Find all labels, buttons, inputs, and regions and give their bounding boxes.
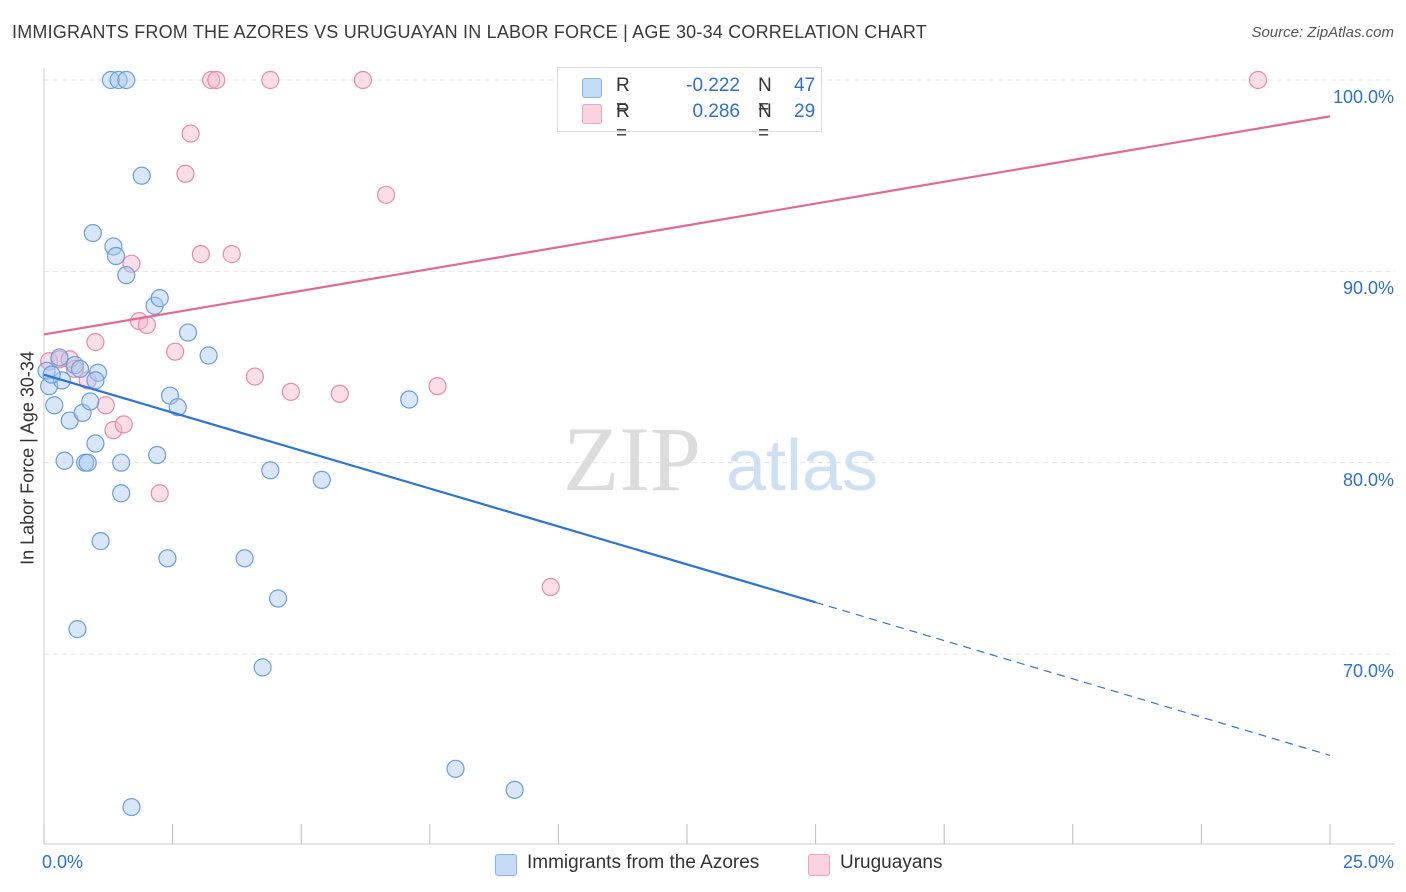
azores-point: [235, 549, 254, 568]
azores-point: [253, 658, 272, 677]
series-uruguayans: [40, 70, 1268, 597]
x-tick-label-min: 0.0%: [42, 852, 84, 872]
y-tick-label: 80.0%: [1342, 469, 1394, 490]
uruguayans-point: [150, 484, 169, 503]
x-tick-label-max: 25.0%: [1342, 852, 1394, 872]
azores-point: [91, 532, 110, 551]
bottom-legend-label-azores: Immigrants from the Azores: [527, 852, 760, 873]
uruguayans-point: [541, 577, 560, 597]
azores-point: [55, 451, 74, 470]
uruguayans-point: [207, 70, 226, 90]
azores-point: [312, 470, 331, 489]
azores-point: [446, 759, 465, 778]
azores-point: [109, 70, 128, 90]
azores-point: [112, 453, 131, 472]
legend-n-label: N =: [758, 75, 772, 118]
azores-point: [122, 797, 141, 817]
uruguayans-point: [376, 185, 396, 204]
uruguayans-point: [122, 254, 141, 273]
azores-point: [86, 371, 105, 390]
trend-lines: [43, 115, 1331, 756]
uruguayans-point: [1248, 70, 1268, 90]
azores-point: [150, 289, 169, 308]
uruguayans-point: [114, 415, 133, 434]
uruguayans-point: [65, 359, 84, 379]
azores-trend-line: [43, 373, 816, 604]
azores-point: [158, 549, 177, 568]
azores-point: [86, 434, 105, 453]
y-tick-label: 70.0%: [1342, 661, 1394, 681]
uruguayans-point: [245, 367, 265, 386]
azores-point: [261, 461, 280, 480]
azores-point: [101, 70, 120, 90]
uruguayans-point: [428, 377, 447, 396]
azores-point: [50, 348, 69, 367]
azores-point: [505, 780, 524, 799]
uruguayans-point: [191, 245, 210, 264]
azores-point: [112, 484, 131, 503]
azores-point: [178, 323, 198, 342]
uruguayans-trend-line: [43, 115, 1331, 336]
grid-lines: [44, 79, 1395, 655]
watermark-zip: ZIP: [563, 408, 701, 510]
legend-r-value: 0.286: [692, 101, 740, 122]
azores-point: [70, 359, 90, 379]
legend-n-value: 47: [794, 75, 816, 96]
uruguayans-point: [104, 421, 123, 440]
uruguayans-point: [222, 245, 241, 264]
legend-r-label: R =: [616, 101, 630, 144]
azores-point: [117, 70, 136, 90]
axes: [43, 68, 1395, 845]
azores-point: [148, 445, 167, 465]
legend-swatch-uruguayans: [582, 104, 602, 124]
legend-swatch-azores: [582, 78, 602, 98]
azores-point: [45, 396, 64, 415]
azores-trend-extension: [815, 601, 1331, 756]
uruguayans-point: [353, 70, 373, 90]
azores-point: [78, 453, 97, 472]
y-tick-label: 100.0%: [1332, 87, 1394, 107]
azores-point: [106, 246, 126, 266]
azores-point: [400, 390, 419, 409]
azores-point: [83, 223, 102, 243]
azores-point: [81, 392, 100, 411]
uruguayans-point: [166, 342, 185, 361]
uruguayans-point: [96, 396, 115, 415]
y-axis-label: In Labor Force | Age 30-34: [17, 351, 38, 565]
y-tick-label: 90.0%: [1342, 278, 1394, 299]
legend-n-label: N =: [758, 101, 772, 144]
legend-n-value: 29: [794, 101, 816, 122]
watermark: ZIP atlas: [563, 408, 878, 510]
series-azores: [37, 70, 627, 817]
uruguayans-point: [176, 164, 195, 183]
azores-point: [199, 346, 218, 365]
legend-r-label: R =: [616, 75, 630, 118]
uruguayans-point: [281, 382, 301, 401]
azores-point: [68, 620, 87, 639]
bottom-legend-label-uruguayans: Uruguayans: [840, 852, 943, 873]
bottom-legend-swatch-azores: [495, 854, 517, 876]
uruguayans-point: [202, 70, 221, 90]
uruguayans-point: [261, 70, 280, 90]
bottom-legend-swatch-uruguayans: [808, 854, 830, 876]
azores-point: [268, 589, 288, 608]
uruguayans-point: [86, 333, 105, 352]
azores-point: [132, 166, 151, 185]
legend-r-value: -0.222: [686, 75, 740, 96]
stats-legend: R = -0.222 N = 47 R = 0.286 N = 29: [557, 67, 822, 144]
uruguayans-point: [181, 124, 200, 143]
azores-point: [168, 398, 187, 417]
watermark-atlas: atlas: [726, 426, 878, 506]
uruguayans-point: [330, 384, 349, 403]
chart-title: IMMIGRANTS FROM THE AZORES VS URUGUAYAN …: [12, 22, 927, 42]
azores-point: [117, 266, 136, 285]
source-credit: Source: ZipAtlas.com: [1251, 24, 1394, 41]
